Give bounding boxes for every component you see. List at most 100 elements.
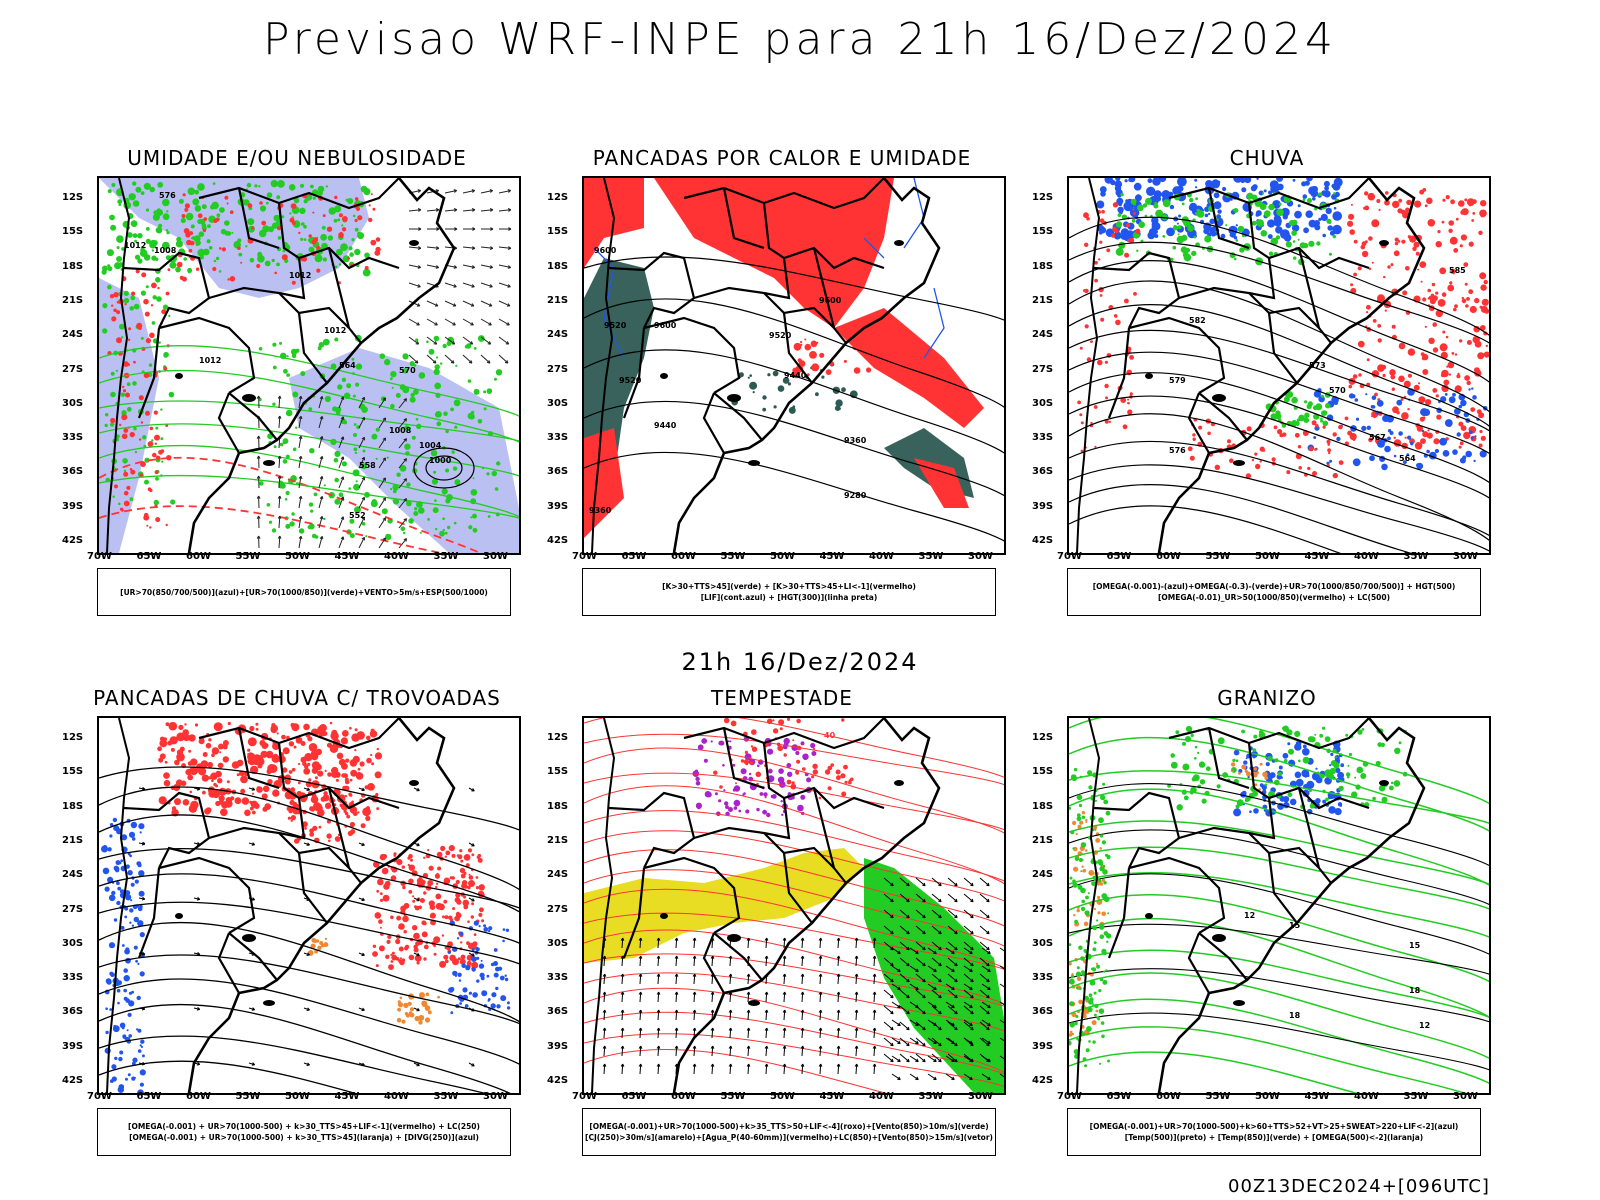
lon-tick-label: 30W bbox=[483, 551, 508, 562]
contour-label: 564 bbox=[1399, 454, 1416, 463]
lon-tick-label: 45W bbox=[334, 1091, 360, 1102]
lat-tick-label: 12S bbox=[62, 192, 84, 203]
lat-tick-label: 15S bbox=[62, 766, 84, 778]
contour-label: 585 bbox=[1449, 266, 1466, 275]
legend-line: [K>30+TTS>45](verde) + [K>30+TTS>45+LI<-… bbox=[662, 582, 916, 591]
lat-tick-label: 24S bbox=[62, 329, 84, 341]
lon-tick-label: 30W bbox=[968, 1091, 993, 1102]
lat-tick-label: 27S bbox=[62, 903, 84, 915]
lat-tick-label: 24S bbox=[62, 869, 84, 881]
panel-trovoadas: PANCADAS DE CHUVA C/ TROVOADAS 12S 15S 18S 2… bbox=[57, 686, 537, 1166]
contour-label: 1004 bbox=[419, 441, 442, 450]
lon-tick-label: 45W bbox=[1304, 551, 1330, 562]
lat-tick-label: 21S bbox=[62, 294, 84, 306]
contour-label: 9520 bbox=[604, 321, 627, 330]
contour-label: 9360 bbox=[589, 506, 612, 515]
lon-tick-label: 70W bbox=[1057, 1091, 1082, 1102]
panel-title: TEMPESTADE bbox=[711, 686, 853, 710]
lat-tick-label: 27S bbox=[62, 363, 84, 375]
lat-tick-label: 21S bbox=[1032, 834, 1054, 846]
map-canvas: 582 579 576 573 570 567 564 585 bbox=[1067, 176, 1491, 555]
lon-tick-label: 50W bbox=[770, 1091, 795, 1102]
panel-title: PANCADAS POR CALOR E UMIDADE bbox=[592, 146, 972, 170]
lat-tick-label: 36S bbox=[1032, 466, 1054, 478]
panel-title: GRANIZO bbox=[1217, 686, 1317, 710]
lat-tick-label: 18S bbox=[1032, 260, 1054, 272]
lat-tick-label: 18S bbox=[62, 800, 84, 812]
lat-tick-label: 18S bbox=[547, 260, 569, 272]
legend-line: [OMEGA(-0.001) + UR>70(1000-500) + k>30_… bbox=[129, 1133, 479, 1142]
lat-tick-label: 39S bbox=[62, 1040, 84, 1052]
lat-tick-label: 42S bbox=[547, 1075, 569, 1086]
lon-tick-label: 55W bbox=[1205, 551, 1231, 562]
lon-tick-label: 60W bbox=[671, 551, 696, 562]
lat-tick-label: 24S bbox=[547, 869, 569, 881]
contour-label: 579 bbox=[1169, 376, 1186, 385]
map-canvas: 9600 9600 9520 9600 9520 9440 9440 9520 9360 9280… bbox=[582, 176, 1006, 555]
lat-tick-label: 15S bbox=[1032, 766, 1054, 778]
lon-tick-label: 65W bbox=[136, 551, 162, 562]
lat-tick-label: 33S bbox=[547, 972, 569, 984]
contour-label: 573 bbox=[1309, 361, 1326, 370]
lon-tick-label: 50W bbox=[1255, 551, 1280, 562]
lat-tick-label: 12S bbox=[547, 192, 569, 203]
lat-tick-label: 36S bbox=[547, 466, 569, 478]
lon-tick-label: 65W bbox=[1106, 1091, 1132, 1102]
lon-tick-label: 40W bbox=[869, 1091, 894, 1102]
contour-label: 570 bbox=[399, 366, 416, 375]
lat-tick-label: 27S bbox=[1032, 903, 1054, 915]
lon-tick-label: 40W bbox=[1354, 551, 1379, 562]
lon-tick-label: 40W bbox=[384, 1091, 409, 1102]
lon-tick-label: 35W bbox=[433, 1091, 459, 1102]
lat-tick-label: 15S bbox=[62, 226, 84, 238]
lat-tick-label: 42S bbox=[1032, 535, 1054, 546]
lat-tick-label: 18S bbox=[1032, 800, 1054, 812]
lon-tick-label: 45W bbox=[819, 1091, 845, 1102]
lon-tick-label: 45W bbox=[1304, 1091, 1330, 1102]
legend-line: [UR>70(850/700/500)](azul)+[UR>70(1000/8… bbox=[120, 587, 488, 597]
contour-label: 558 bbox=[359, 461, 376, 470]
lon-tick-label: 35W bbox=[918, 1091, 944, 1102]
lat-tick-label: 12S bbox=[62, 732, 84, 743]
contour-label: 9360 bbox=[844, 436, 867, 445]
legend-line: [OMEGA(-0.01)_UR>50(1000/850)(vermelho) … bbox=[1157, 593, 1391, 602]
lon-tick-label: 50W bbox=[285, 551, 310, 562]
lon-tick-label: 40W bbox=[1354, 1091, 1379, 1102]
lat-tick-label: 36S bbox=[62, 1006, 84, 1018]
lat-tick-label: 30S bbox=[62, 937, 84, 949]
map-canvas: 12 15 18 12 15 18 bbox=[1067, 716, 1491, 1095]
contour-label: 12 bbox=[1244, 911, 1255, 920]
lat-tick-label: 21S bbox=[62, 834, 84, 846]
lat-tick-label: 39S bbox=[547, 500, 569, 512]
panel-legend: [OMEGA(-0.001)+UR>70(1000-500)+k>60+TTS>… bbox=[1067, 1108, 1481, 1156]
contour-label: 567 bbox=[1369, 433, 1386, 442]
lat-tick-label: 21S bbox=[547, 834, 569, 846]
lat-tick-label: 36S bbox=[547, 1006, 569, 1018]
lon-tick-label: 70W bbox=[572, 1091, 597, 1102]
lat-tick-label: 39S bbox=[62, 500, 84, 512]
lon-tick-label: 35W bbox=[1403, 1091, 1429, 1102]
lon-tick-label: 55W bbox=[235, 1091, 261, 1102]
contour-label: 12 bbox=[1419, 1021, 1430, 1030]
contour-label: 15 bbox=[1289, 921, 1301, 930]
lon-tick-label: 55W bbox=[235, 551, 261, 562]
lat-tick-label: 42S bbox=[62, 1075, 84, 1086]
lon-tick-label: 65W bbox=[1106, 551, 1132, 562]
contour-label: 552 bbox=[349, 511, 366, 520]
main-title: Previsao WRF-INPE para 21h 16/Dez/2024 bbox=[263, 14, 1337, 65]
legend-line: [OMEGA(-0.001)+UR>70(1000-500)+k>35_TTS>… bbox=[589, 1122, 989, 1131]
panel-pancadas-calor: PANCADAS POR CALOR E UMIDADE 9600 9600 9520… bbox=[542, 146, 1022, 626]
lat-tick-label: 42S bbox=[62, 535, 84, 546]
panel-legend: [OMEGA(-0.001)-(azul)+OMEGA(-0.3)-(verde… bbox=[1067, 568, 1481, 616]
lon-tick-label: 60W bbox=[671, 1091, 696, 1102]
lon-tick-label: 70W bbox=[1057, 551, 1082, 562]
contour-label: 9440 bbox=[784, 371, 807, 380]
panel-title: CHUVA bbox=[1229, 146, 1305, 170]
lat-tick-label: 39S bbox=[1032, 500, 1054, 512]
lon-tick-label: 45W bbox=[334, 551, 360, 562]
valid-time-title: 21h 16/Dez/2024 bbox=[681, 648, 919, 676]
lat-tick-label: 42S bbox=[1032, 1075, 1054, 1086]
contour-label: 18 bbox=[1289, 1011, 1301, 1020]
lon-tick-label: 50W bbox=[1255, 1091, 1280, 1102]
panel-umidade: UMIDADE E/OU NEBULOSIDADE 1012 1008 1012 101… bbox=[57, 146, 537, 626]
